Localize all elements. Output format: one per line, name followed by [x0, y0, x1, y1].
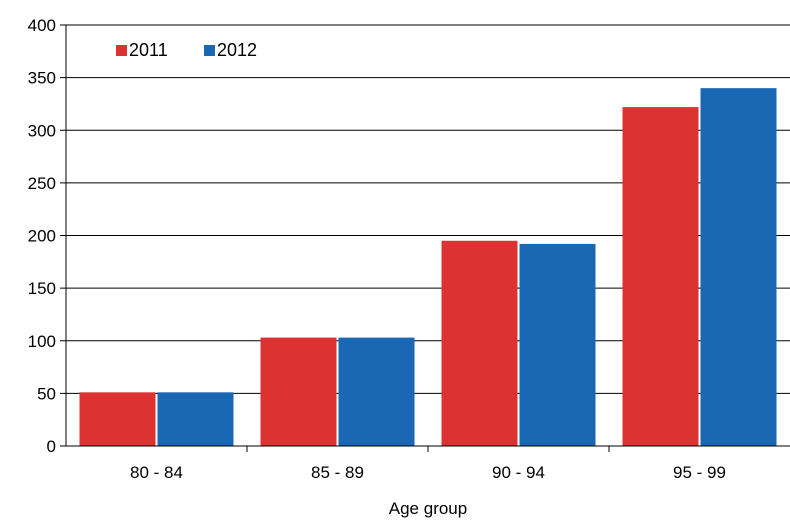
bar-2011-85-89 [261, 338, 337, 446]
bar-2012-90-94 [520, 244, 596, 446]
bar-2012-80-84 [158, 392, 234, 446]
x-tick-label: 95 - 99 [673, 463, 726, 482]
bar-2011-95-99 [623, 107, 699, 446]
y-tick-label: 200 [28, 227, 56, 246]
bar-2011-80-84 [80, 392, 156, 446]
x-tick-label: 85 - 89 [311, 463, 364, 482]
legend-label-2012: 2012 [217, 40, 257, 60]
y-tick-label: 50 [37, 384, 56, 403]
y-tick-labels: 0 50 100 150 200 250 300 350 400 [28, 16, 66, 456]
x-tick-label: 80 - 84 [130, 463, 183, 482]
y-tick-label: 0 [47, 437, 56, 456]
y-tick-label: 300 [28, 121, 56, 140]
bar-2012-85-89 [339, 338, 415, 446]
bar-2012-95-99 [701, 88, 777, 446]
legend: 2011 2012 [116, 40, 257, 60]
y-tick-label: 150 [28, 279, 56, 298]
bars [80, 88, 777, 446]
y-tick-label: 350 [28, 69, 56, 88]
y-tick-label: 400 [28, 16, 56, 35]
legend-swatch-2012 [204, 45, 215, 56]
x-tick-label: 90 - 94 [492, 463, 545, 482]
x-axis-title: Age group [389, 499, 467, 518]
legend-label-2011: 2011 [129, 40, 168, 60]
x-tick-labels: 80 - 84 85 - 89 90 - 94 95 - 99 [130, 446, 726, 482]
y-tick-label: 250 [28, 174, 56, 193]
legend-swatch-2011 [116, 45, 127, 56]
bar-2011-90-94 [442, 241, 518, 446]
y-tick-label: 100 [28, 332, 56, 351]
